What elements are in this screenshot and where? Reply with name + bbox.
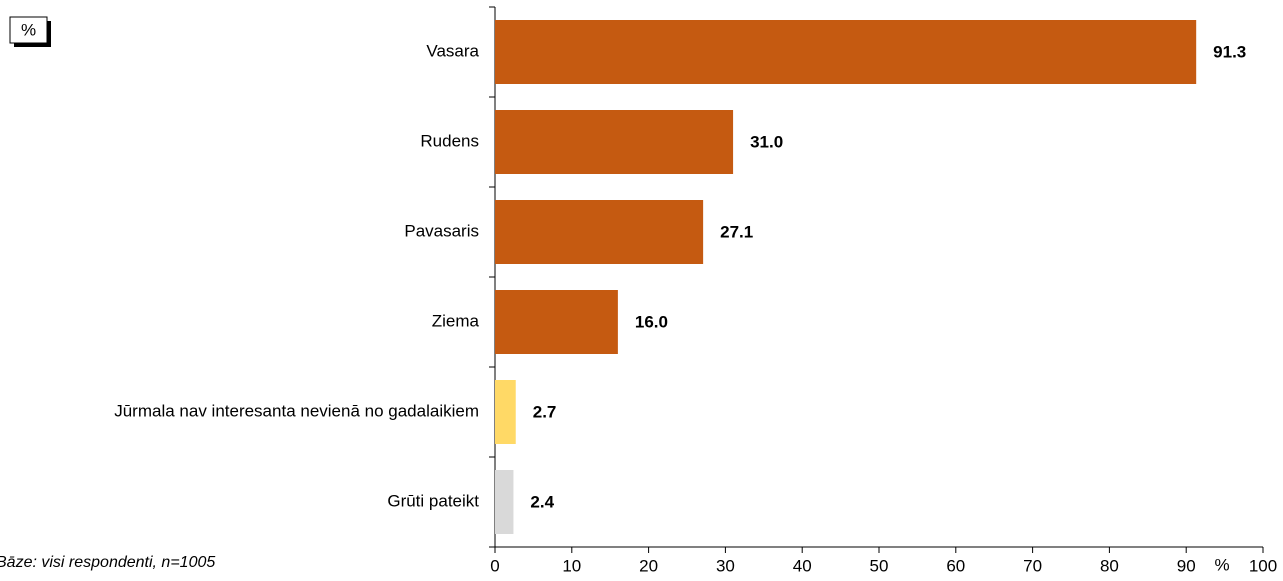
bar bbox=[495, 470, 514, 534]
bar bbox=[495, 290, 618, 354]
y-tick-label: Vasara bbox=[426, 41, 479, 60]
bar bbox=[495, 380, 516, 444]
y-tick-label: Grūti pateikt bbox=[387, 491, 479, 510]
y-tick-label: Pavasaris bbox=[404, 221, 479, 240]
x-tick-label: 0 bbox=[490, 556, 499, 575]
footnote: Bāze: visi respondenti, n=1005 bbox=[0, 554, 215, 571]
value-label: 2.4 bbox=[530, 492, 554, 511]
x-tick-label: 90 bbox=[1177, 556, 1196, 575]
bar bbox=[495, 20, 1197, 84]
x-tick-label: 100 bbox=[1249, 556, 1277, 575]
value-label: 2.7 bbox=[533, 402, 557, 421]
value-label: 91.3 bbox=[1213, 42, 1246, 61]
bar bbox=[495, 110, 734, 174]
x-tick-label: 50 bbox=[870, 556, 889, 575]
value-label: 16.0 bbox=[635, 312, 668, 331]
y-tick-label: Ziema bbox=[432, 311, 480, 330]
x-tick-label: 40 bbox=[793, 556, 812, 575]
value-label: 31.0 bbox=[750, 132, 783, 151]
y-tick-label: Jūrmala nav interesanta nevienā no gadal… bbox=[114, 401, 479, 420]
x-tick-label: 80 bbox=[1100, 556, 1119, 575]
x-tick-label: 60 bbox=[946, 556, 965, 575]
x-tick-label: 70 bbox=[1023, 556, 1042, 575]
y-tick-label: Rudens bbox=[420, 131, 479, 150]
x-tick-label: 30 bbox=[716, 556, 735, 575]
unit-box bbox=[9, 16, 48, 44]
x-tick-label: 20 bbox=[639, 556, 658, 575]
unit-label: % bbox=[21, 20, 36, 39]
x-axis-label: % bbox=[1214, 555, 1229, 574]
value-label: 27.1 bbox=[720, 222, 753, 241]
bar bbox=[495, 200, 704, 264]
x-tick-label: 10 bbox=[562, 556, 581, 575]
